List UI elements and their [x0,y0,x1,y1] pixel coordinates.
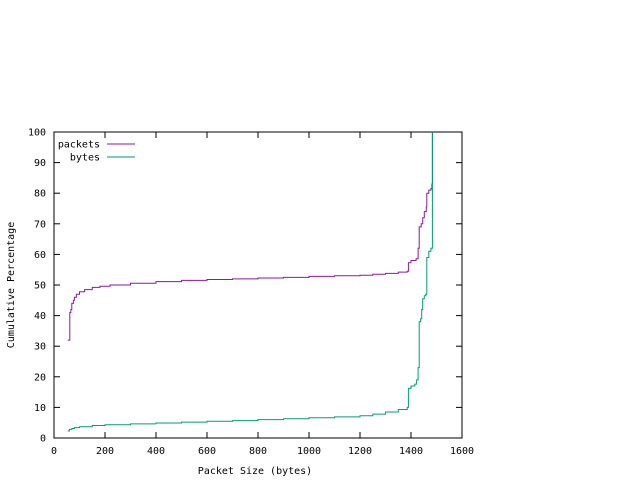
x-tick-label: 0 [51,446,57,457]
y-tick-label: 70 [34,219,46,230]
x-tick-label: 600 [198,446,216,457]
y-tick-label: 90 [34,158,46,169]
legend: packets bytes [58,140,135,164]
x-tick-label: 1000 [297,446,321,457]
y-tick-label: 80 [34,189,46,200]
y-tick-label: 40 [34,311,46,322]
x-tick-label: 800 [249,446,267,457]
x-tick-label: 200 [96,446,114,457]
y-tick-label: 20 [34,372,46,383]
series-lines [67,132,433,432]
y-axis-label: Cumulative Percentage [6,222,17,348]
x-axis-label: Packet Size (bytes) [198,466,312,477]
series-line-packets [67,132,433,341]
y-tick-label: 50 [34,281,46,292]
x-tick-label: 400 [147,446,165,457]
y-tick-label: 0 [40,434,46,445]
y-tick-label: 30 [34,342,46,353]
series-line-bytes [67,132,433,432]
legend-label-packets: packets [58,140,100,151]
x-tick-label: 1600 [450,446,474,457]
axes: 0 200 400 600 800 1000 1200 1400 1600 0 10 20 30 40 50… [28,128,474,458]
x-tick-label: 1400 [399,446,423,457]
legend-label-bytes: bytes [70,153,100,164]
y-tick-label: 60 [34,250,46,261]
x-tick-label: 1200 [348,446,372,457]
y-tick-label: 100 [28,128,46,139]
y-tick-label: 10 [34,403,46,414]
